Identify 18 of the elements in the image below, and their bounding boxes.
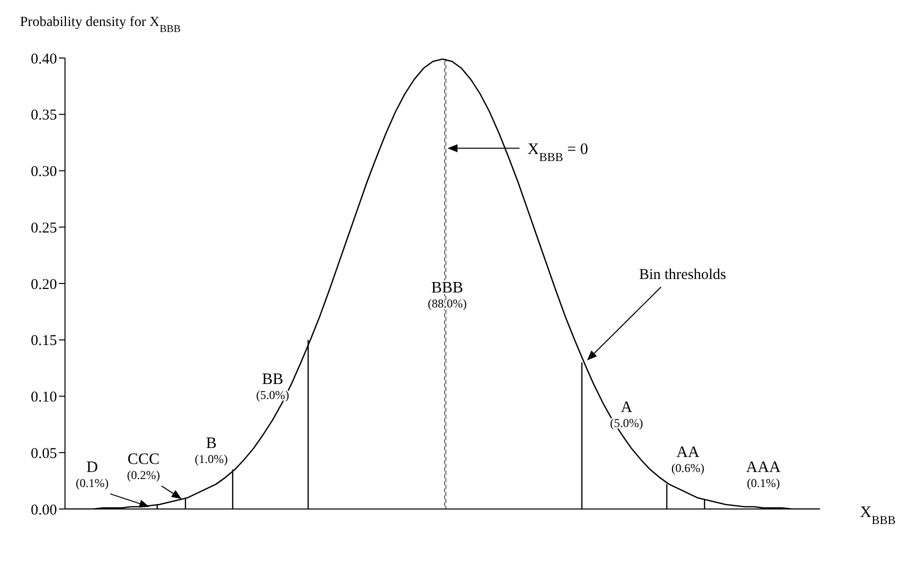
y-tick-label: 0.00 [30, 502, 57, 518]
y-tick-label: 0.30 [30, 164, 57, 180]
annotation: Bin thresholds [639, 266, 726, 283]
y-tick-label: 0.15 [30, 333, 57, 350]
annotation: X$_{BBB}$ = 0 [528, 141, 588, 164]
y-tick-label: 0.10 [30, 390, 57, 406]
y-tick-label: 0.40 [30, 51, 57, 68]
annotation: D (0.1%) [76, 458, 109, 490]
y-axis-title: Probability density for X$_{BBB}$ [20, 15, 181, 34]
y-tick-label: 0.25 [30, 220, 57, 236]
y-tick-label: 0.35 [30, 108, 57, 124]
annotation: CCC (0.2%) [127, 450, 160, 482]
annotation: B (1.0%) [194, 435, 228, 466]
x-axis-title: X$_{BBB}$ [860, 504, 896, 527]
y-tick-label: 0.05 [30, 446, 57, 462]
y-tick-label: 0.20 [30, 276, 57, 293]
annotation: AAA (0.1%) [746, 458, 782, 490]
annotation: AA (0.6%) [671, 444, 704, 476]
